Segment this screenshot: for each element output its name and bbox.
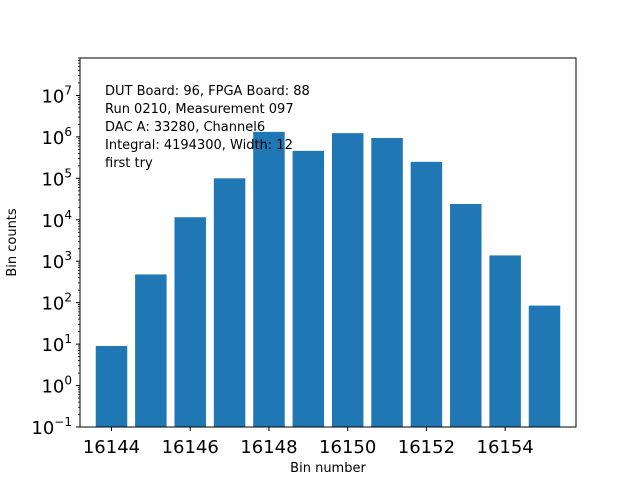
annotation-line-1: DUT Board: 96, FPGA Board: 88	[105, 84, 310, 99]
bar-16146	[174, 217, 206, 427]
y-tick-label: 10−1	[31, 415, 72, 439]
y-axis: 10−1 100 101 102 103 104 105 106 107	[31, 57, 80, 439]
bar-16153	[450, 204, 482, 427]
annotation-box: DUT Board: 96, FPGA Board: 88 Run 0210, …	[105, 84, 310, 171]
bars-group	[95, 131, 561, 428]
y-tick-label: 100	[41, 374, 72, 398]
bar-16147	[213, 178, 246, 427]
annotation-line-4: Integral: 4194300, Width: 12	[105, 138, 293, 153]
plot-area-frame	[79, 57, 577, 428]
bar-16154	[489, 255, 521, 427]
y-tick-label: 105	[41, 166, 72, 190]
bar-16155	[528, 305, 561, 427]
bar-16144	[95, 346, 128, 427]
x-tick-label: 16146	[162, 437, 219, 458]
bar-16149	[292, 150, 325, 427]
bar-16152	[410, 161, 443, 427]
y-tick-label: 102	[41, 291, 72, 315]
x-axis: 16144 16146 16148 16150 16152 16154	[83, 427, 534, 458]
bar-16145	[135, 274, 167, 427]
y-axis-label: Bin counts	[5, 208, 20, 277]
x-tick-label: 16154	[477, 437, 534, 458]
y-tick-label: 106	[41, 125, 72, 149]
y-tick-label: 103	[41, 249, 72, 273]
annotation-line-2: Run 0210, Measurement 097	[105, 102, 294, 117]
bar-16148	[253, 131, 285, 427]
bar-16150	[331, 133, 364, 427]
y-tick-label: 101	[41, 332, 72, 356]
annotation-line-3: DAC A: 33280, Channel6	[105, 120, 265, 135]
x-tick-label: 16144	[83, 437, 140, 458]
bar-16151	[371, 137, 403, 428]
x-tick-label: 16150	[319, 437, 376, 458]
x-axis-label: Bin number	[290, 461, 366, 476]
x-tick-label: 16148	[240, 437, 297, 458]
x-tick-label: 16152	[398, 437, 455, 458]
y-tick-label: 107	[41, 83, 72, 107]
annotation-line-5: first try	[105, 156, 153, 171]
y-tick-label: 104	[41, 208, 72, 232]
